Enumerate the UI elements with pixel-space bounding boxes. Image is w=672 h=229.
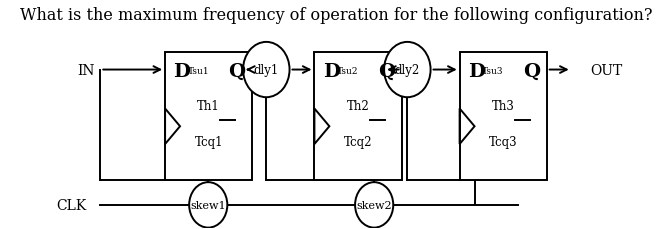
Bar	[460, 52, 547, 180]
Text: What is the maximum frequency of operation for the following configuration?: What is the maximum frequency of operati…	[19, 7, 653, 24]
Text: D: D	[173, 62, 190, 80]
Text: Q: Q	[378, 62, 395, 80]
Circle shape	[189, 182, 227, 228]
Text: skew2: skew2	[356, 200, 392, 210]
Text: Th2: Th2	[347, 100, 370, 113]
Text: dly2: dly2	[394, 64, 420, 77]
Circle shape	[384, 43, 431, 98]
Text: Q: Q	[523, 62, 540, 80]
Text: Th3: Th3	[492, 100, 515, 113]
Text: CLK: CLK	[56, 198, 86, 212]
Text: D: D	[468, 62, 485, 80]
Text: OUT: OUT	[590, 63, 622, 77]
Text: Tcq2: Tcq2	[344, 136, 372, 149]
Text: Q: Q	[228, 62, 245, 80]
Circle shape	[243, 43, 290, 98]
Text: skew1: skew1	[190, 200, 226, 210]
Bar	[165, 52, 252, 180]
Text: D: D	[323, 62, 340, 80]
Text: IN: IN	[77, 63, 95, 77]
Text: Tsu2: Tsu2	[337, 66, 358, 75]
Circle shape	[355, 182, 393, 228]
Text: dly1: dly1	[254, 64, 279, 77]
Text: Tcq3: Tcq3	[489, 136, 517, 149]
Text: Tcq1: Tcq1	[194, 136, 223, 149]
Bar	[314, 52, 402, 180]
Text: Th1: Th1	[198, 100, 220, 113]
Text: Tsu3: Tsu3	[482, 66, 503, 75]
Text: Tsu1: Tsu1	[187, 66, 209, 75]
